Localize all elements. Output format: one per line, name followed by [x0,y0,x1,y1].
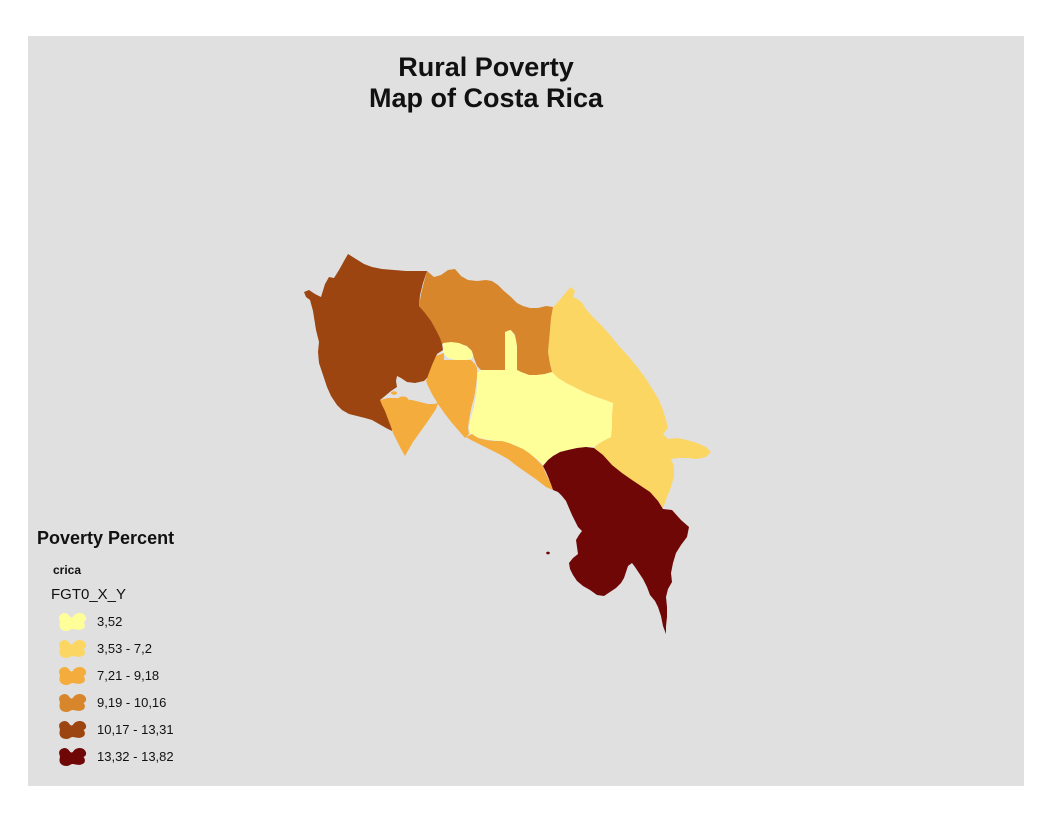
legend-row: 3,52 [54,610,267,632]
legend-label-class5: 10,17 - 13,31 [97,721,174,737]
legend-label-class6: 13,32 - 13,82 [97,748,174,764]
map-title-line1: Rural Poverty [398,52,574,82]
region-north-central [419,269,553,375]
legend-row: 7,21 - 9,18 [54,664,267,686]
legend-title: Poverty Percent [37,528,175,548]
legend: Poverty Percent crica FGT0_X_Y 3,52 3,53… [37,528,267,772]
legend-field-name: FGT0_X_Y [51,586,127,603]
map-title-line2: Map of Costa Rica [368,83,604,113]
legend-label-class4: 9,19 - 10,16 [97,694,167,710]
legend-swatch-class6 [54,745,89,767]
legend-swatch-class4 [54,691,89,713]
legend-row: 9,19 - 10,16 [54,691,267,713]
legend-swatch-class2 [54,637,89,659]
region-central-west-patch [443,342,473,360]
region-central-valley [469,330,613,465]
legend-label-class1: 3,52 [97,613,123,629]
legend-label-class3: 7,21 - 9,18 [97,667,160,683]
gulf-island [398,396,408,402]
region-west-central [426,353,477,438]
legend-swatch-class5 [54,718,89,740]
region-southeast [543,447,689,634]
pacific-islet [546,551,550,555]
legend-swatch-class1 [54,610,89,632]
legend-row: 10,17 - 13,31 [54,718,267,740]
region-central-pacific-coast [466,434,553,490]
region-nicoya-peninsula [380,398,438,456]
legend-layer-name: crica [53,563,82,577]
legend-row: 13,32 - 13,82 [54,745,267,767]
region-northeast-caribbean [548,287,711,508]
region-northwest-guanacaste [304,254,443,431]
map-title: Rural Poverty Map of Costa Rica [286,52,686,114]
legend-swatch-class3 [54,664,89,686]
gulf-island-small [391,391,397,395]
legend-row: 3,53 - 7,2 [54,637,267,659]
legend-label-class2: 3,53 - 7,2 [97,640,152,656]
